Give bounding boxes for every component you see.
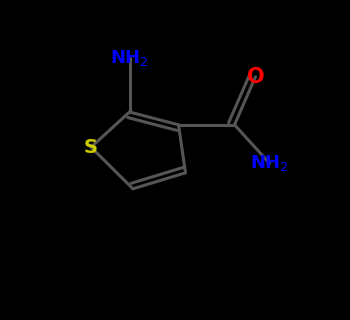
Text: NH$_2$: NH$_2$: [250, 153, 289, 173]
Text: S: S: [84, 138, 98, 157]
Text: NH$_2$: NH$_2$: [110, 48, 149, 68]
Text: O: O: [247, 67, 264, 87]
